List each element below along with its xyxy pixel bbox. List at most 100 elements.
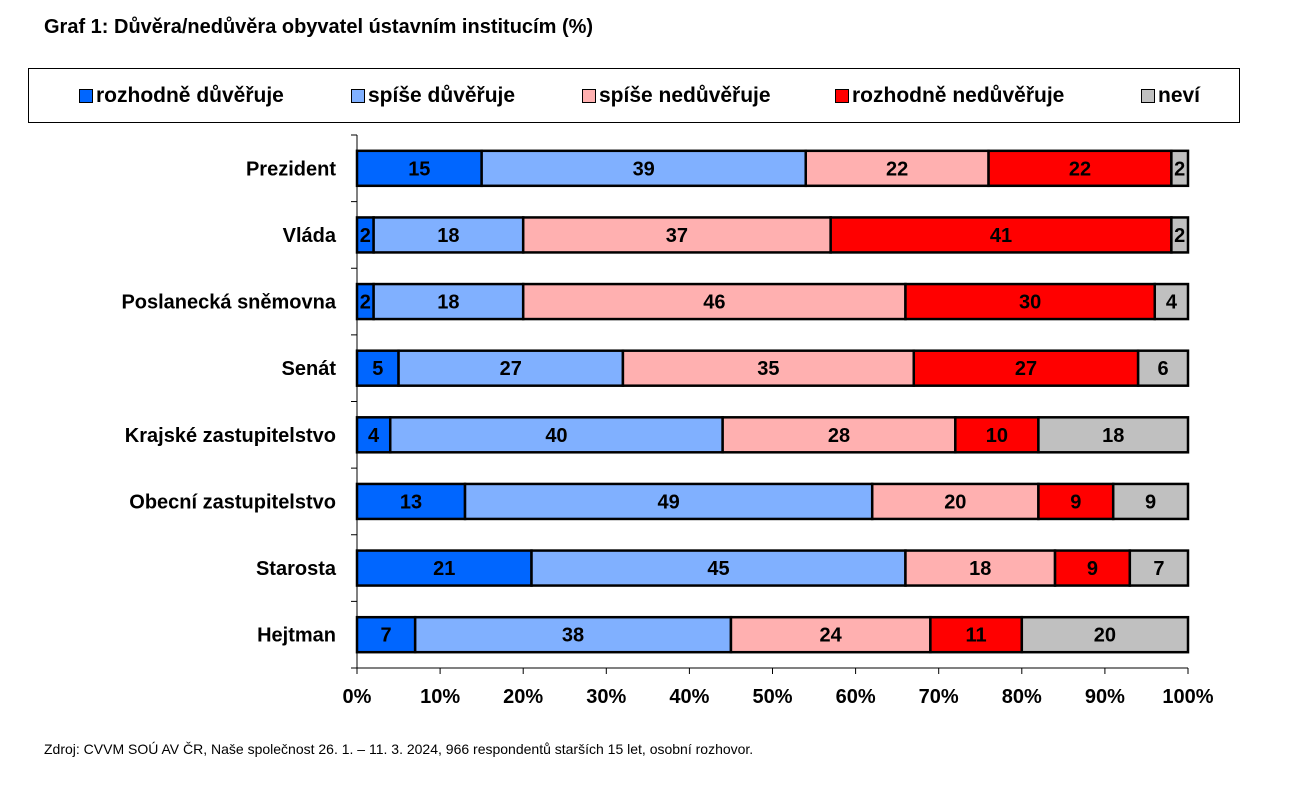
data-label: 15: [408, 158, 430, 180]
data-label: 9: [1087, 558, 1098, 580]
bar-segment: [729, 615, 932, 654]
x-tick-label: 80%: [1002, 686, 1042, 708]
legend-item-rozhodne-duveruje: rozhodně důvěřuje: [79, 84, 284, 108]
bar-segment: [1037, 482, 1115, 521]
data-label: 28: [828, 425, 850, 447]
x-tick-label: 0%: [343, 686, 372, 708]
category-label: Hejtman: [257, 625, 336, 647]
legend-swatch: [79, 89, 93, 103]
legend-swatch: [582, 89, 596, 103]
legend-label: rozhodně důvěřuje: [96, 84, 284, 107]
bar-segment: [1170, 216, 1190, 254]
data-label: 7: [1153, 558, 1164, 580]
legend-item-spise-duveruje: spíše důvěřuje: [351, 84, 515, 108]
legend-label: rozhodně nedůvěřuje: [852, 84, 1065, 107]
data-label: 18: [437, 225, 459, 247]
bar-segment: [804, 149, 990, 188]
bar-segment: [530, 549, 907, 587]
data-label: 9: [1070, 491, 1081, 513]
x-tick-label: 100%: [1162, 686, 1213, 708]
legend-label: spíše důvěřuje: [368, 84, 516, 107]
x-tick-label: 50%: [752, 686, 792, 708]
category-label: Krajské zastupitelstvo: [125, 425, 336, 447]
data-label: 22: [886, 158, 908, 180]
category-label: Starosta: [256, 558, 337, 580]
bar-segment: [372, 216, 525, 254]
data-label: 4: [1166, 292, 1178, 314]
data-label: 45: [707, 558, 729, 580]
bar-segment: [870, 482, 1040, 521]
data-label: 18: [969, 558, 991, 580]
data-label: 27: [1015, 358, 1037, 380]
data-label: 22: [1069, 158, 1091, 180]
bar-segment: [829, 216, 1173, 254]
category-label: Senát: [282, 358, 337, 380]
x-tick-label: 10%: [420, 686, 460, 708]
bar-segment: [621, 349, 916, 387]
bar-segment: [1136, 349, 1190, 387]
chart-title: Graf 1: Důvěra/nedůvěra obyvatel ústavní…: [44, 16, 594, 38]
x-tick-label: 90%: [1085, 686, 1125, 708]
bar-segment: [1020, 615, 1190, 654]
bar-segment: [355, 349, 400, 387]
data-label: 18: [437, 292, 459, 314]
x-tick-label: 30%: [586, 686, 626, 708]
legend-label: spíše nedůvěřuje: [599, 84, 771, 107]
data-label: 13: [400, 491, 422, 513]
bar-segment: [521, 216, 832, 254]
data-label: 9: [1145, 491, 1156, 513]
legend-label: neví: [1158, 84, 1201, 107]
legend-item-rozhodne-neduveruje: rozhodně nedůvěřuje: [835, 84, 1064, 108]
legend-swatch: [1141, 89, 1155, 103]
data-label: 27: [500, 358, 522, 380]
legend-swatch: [351, 89, 365, 103]
data-label: 10: [986, 425, 1008, 447]
legend-swatch: [835, 89, 849, 103]
bar-segment: [355, 416, 392, 454]
data-label: 7: [381, 625, 392, 647]
data-label: 20: [944, 491, 966, 513]
category-label: Obecní zastupitelstvo: [129, 491, 336, 513]
data-label: 11: [966, 625, 987, 647]
data-label: 2: [360, 292, 371, 314]
data-label: 5: [372, 358, 383, 380]
bar-segment: [1053, 549, 1132, 587]
data-label: 35: [757, 358, 779, 380]
data-label: 41: [990, 225, 1012, 247]
data-label: 49: [658, 491, 680, 513]
bar-segment: [1153, 282, 1190, 321]
bar-segment: [1128, 549, 1190, 587]
data-label: 2: [1174, 225, 1185, 247]
bar-segment: [1037, 416, 1190, 454]
data-label: 38: [562, 625, 584, 647]
x-tick-label: 60%: [836, 686, 876, 708]
source-note: Zdroj: CVVM SOÚ AV ČR, Naše společnost 2…: [44, 741, 754, 757]
data-label: 39: [633, 158, 655, 180]
bar-segment: [355, 149, 483, 188]
data-label: 4: [368, 425, 380, 447]
data-label: 37: [666, 225, 688, 247]
data-label: 40: [545, 425, 567, 447]
bar-segment: [912, 349, 1140, 387]
x-tick-label: 40%: [669, 686, 709, 708]
bar-segment: [904, 549, 1057, 587]
bar-segment: [1111, 482, 1190, 521]
x-tick-label: 20%: [503, 686, 543, 708]
data-label: 46: [703, 292, 725, 314]
data-label: 24: [820, 625, 843, 647]
data-label: 18: [1102, 425, 1124, 447]
bar-segment: [521, 282, 907, 321]
data-label: 21: [433, 558, 455, 580]
category-label: Poslanecká sněmovna: [121, 292, 336, 314]
legend-item-spise-neduveruje: spíše nedůvěřuje: [582, 84, 771, 108]
bar-segment: [1170, 149, 1190, 188]
data-label: 6: [1158, 358, 1169, 380]
bar-segment: [372, 282, 525, 321]
category-label: Prezident: [246, 158, 336, 180]
bar-segment: [355, 482, 467, 521]
data-label: 20: [1094, 625, 1116, 647]
legend: rozhodně důvěřuje spíše důvěřuje spíše n…: [28, 68, 1240, 123]
bar-segment: [355, 615, 417, 654]
data-label: 30: [1019, 292, 1041, 314]
category-label: Vláda: [283, 225, 337, 247]
